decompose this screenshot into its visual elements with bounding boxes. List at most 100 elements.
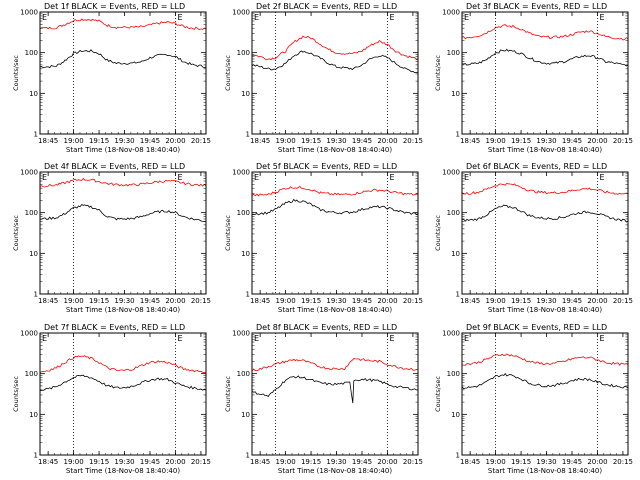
events-series-line [461, 204, 629, 223]
x-tick-label: 20:15 [613, 297, 633, 305]
plot-frame [251, 332, 419, 456]
x-tick-label: 19:30 [114, 458, 134, 466]
x-tick-label: 20:15 [613, 137, 633, 145]
marker-label-e: E [389, 13, 394, 22]
x-tick-label: 20:00 [377, 297, 397, 305]
y-tick-label: 1000 [20, 9, 38, 17]
y-axis-label: Counts/sec [12, 215, 20, 251]
x-tick-label: 19:15 [511, 297, 531, 305]
x-tick-label: 18:45 [460, 297, 480, 305]
marker-label-e: E [42, 13, 47, 22]
x-tick-label: 19:15 [89, 297, 109, 305]
x-tick-label: 19:00 [276, 458, 296, 466]
y-tick-label: 1000 [232, 9, 250, 17]
marker-label-e: E [254, 13, 259, 22]
x-tick-label: 19:15 [301, 297, 321, 305]
x-tick-label: 19:45 [140, 137, 160, 145]
panel-title: Det 1f BLACK = Events, RED = LLD [44, 2, 185, 11]
x-tick-label: 20:15 [191, 137, 211, 145]
y-tick-label: 100 [25, 370, 38, 378]
x-tick-label: 20:15 [191, 297, 211, 305]
x-tick-label: 19:30 [326, 137, 346, 145]
y-tick-label: 100 [25, 209, 38, 217]
marker-label-e: E [464, 334, 469, 343]
y-axis-label: Counts/sec [12, 55, 20, 91]
x-tick-label: 20:00 [587, 137, 607, 145]
x-tick-label: 19:15 [301, 458, 321, 466]
x-tick-label: 19:45 [562, 297, 582, 305]
panel-title: Det 8f BLACK = Events, RED = LLD [256, 323, 397, 332]
y-axis-label: Counts/sec [434, 376, 442, 412]
y-tick-label: 10 [451, 411, 460, 419]
y-tick-label: 1000 [442, 169, 460, 177]
y-axis-label: Counts/sec [12, 376, 20, 412]
y-tick-label: 1000 [232, 169, 250, 177]
y-tick-label: 100 [447, 49, 460, 57]
y-tick-label: 1 [456, 131, 460, 139]
y-axis-label: Counts/sec [224, 55, 232, 91]
x-tick-label: 19:15 [511, 137, 531, 145]
y-tick-label: 1 [34, 131, 38, 139]
x-tick-label: 19:45 [352, 137, 372, 145]
x-tick-label: 19:45 [352, 458, 372, 466]
marker-label-e: E [389, 334, 394, 343]
y-tick-label: 10 [29, 90, 38, 98]
x-tick-label: 20:15 [403, 458, 423, 466]
x-tick-label: 18:45 [460, 137, 480, 145]
x-tick-label: 20:15 [191, 458, 211, 466]
y-tick-label: 1000 [232, 330, 250, 338]
x-tick-label: 18:45 [250, 137, 270, 145]
lld-series-line [39, 177, 207, 188]
panel-title: Det 9f BLACK = Events, RED = LLD [466, 323, 607, 332]
y-tick-label: 1 [246, 131, 250, 139]
y-tick-label: 100 [25, 49, 38, 57]
marker-label-e: E [177, 13, 182, 22]
x-tick-label: 20:00 [587, 297, 607, 305]
y-tick-label: 1 [456, 452, 460, 460]
x-tick-label: 19:45 [140, 297, 160, 305]
y-tick-label: 10 [29, 250, 38, 258]
x-axis-label: Start Time (18-Nov-08 18:40:40) [66, 306, 180, 314]
x-tick-label: 19:00 [486, 137, 506, 145]
y-tick-label: 100 [237, 370, 250, 378]
y-tick-label: 10 [241, 250, 250, 258]
x-tick-label: 19:45 [562, 137, 582, 145]
marker-label-e: E [599, 173, 604, 182]
chart-panel-6: Det 6f BLACK = Events, RED = LLD E E 18:45 1… [434, 162, 633, 314]
x-tick-label: 19:15 [511, 458, 531, 466]
y-tick-label: 10 [451, 250, 460, 258]
lld-series-line [39, 355, 207, 374]
plot-frame [39, 332, 207, 456]
events-series-line [461, 373, 629, 389]
x-axis-label: Start Time (18-Nov-08 18:40:40) [66, 146, 180, 154]
x-tick-label: 19:00 [486, 458, 506, 466]
lld-series-line [251, 358, 419, 372]
panel-title: Det 3f BLACK = Events, RED = LLD [466, 2, 607, 11]
x-tick-label: 19:45 [352, 297, 372, 305]
events-series-line [251, 198, 419, 216]
y-axis-label: Counts/sec [434, 55, 442, 91]
x-tick-label: 20:00 [587, 458, 607, 466]
panel-title: Det 6f BLACK = Events, RED = LLD [466, 162, 607, 171]
events-series-line [39, 203, 207, 223]
y-tick-label: 100 [237, 49, 250, 57]
x-tick-label: 20:15 [403, 297, 423, 305]
marker-label-e: E [42, 173, 47, 182]
events-series-line [39, 49, 207, 69]
x-tick-label: 18:45 [38, 137, 58, 145]
y-tick-label: 1000 [20, 330, 38, 338]
events-series-line [461, 48, 629, 67]
plot-frame [461, 11, 629, 135]
events-series-line [39, 374, 207, 392]
events-series-line [251, 375, 419, 404]
x-tick-label: 20:00 [165, 458, 185, 466]
events-series-line [251, 50, 419, 74]
marker-label-e: E [464, 173, 469, 182]
plot-frame [251, 11, 419, 135]
panel-title: Det 4f BLACK = Events, RED = LLD [44, 162, 185, 171]
